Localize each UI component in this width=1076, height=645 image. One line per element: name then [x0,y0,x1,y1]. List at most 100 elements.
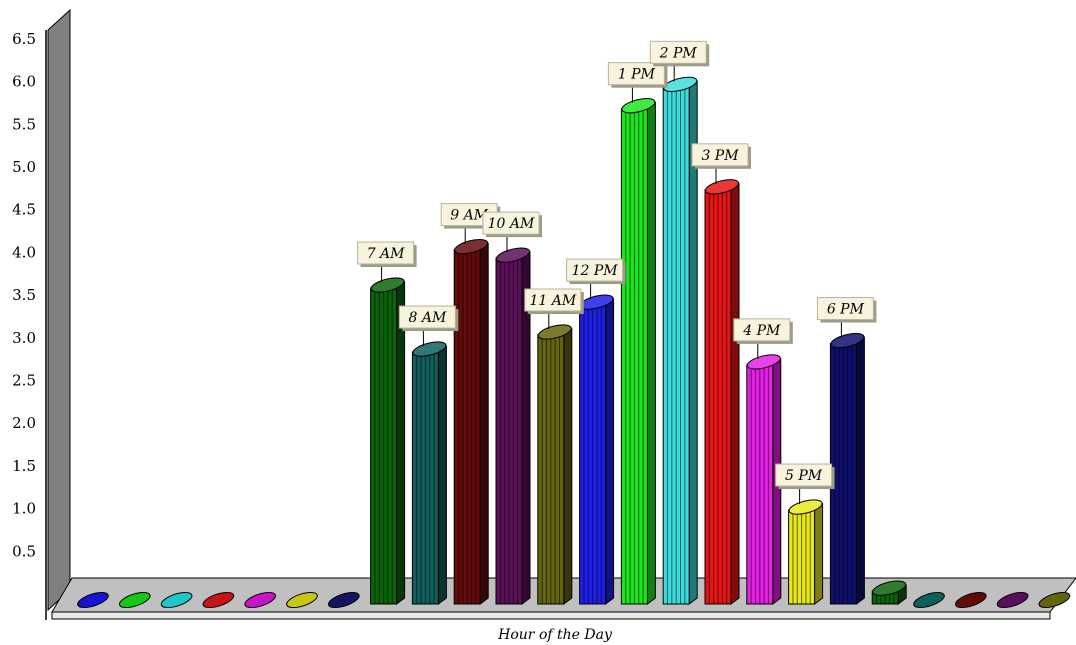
bar-label-text: 6 PM [827,302,865,318]
bar-side [730,182,740,605]
bar-data-label: 7 AM [357,241,417,283]
y-tick-label: 0.5 [12,542,36,560]
bar-disk [327,591,360,609]
bar-disk [244,591,277,609]
bar [871,580,907,605]
bar-side [479,242,489,605]
label-box [816,297,874,321]
bar [1038,591,1071,609]
bar-side [437,345,447,605]
bar-data-label: 1 PM [607,62,668,103]
bar-label-text: 8 AM [408,310,446,326]
bar [704,179,740,605]
bar-side [814,503,824,605]
chart-back-wall [47,8,71,612]
bar [160,591,193,609]
bar [495,247,531,605]
bar-label-text: 2 PM [659,45,698,61]
bar-disk [202,591,235,609]
bar [244,591,277,609]
bar-cap [788,499,823,515]
bar-data-label: 3 PM [691,143,751,184]
bars-group [77,76,1071,609]
bar-label-text: 7 AM [367,246,405,262]
bar-data-label: 5 PM [775,463,835,505]
bar [620,98,656,605]
bar [370,277,406,605]
y-tick-label: 3.0 [12,329,36,347]
bar-label-text: 12 PM [572,263,619,279]
bar-cap [370,277,405,293]
bar-cap [663,76,698,92]
bar [327,591,360,609]
bar [662,76,698,605]
bar-label-text: 11 AM [529,293,576,309]
bar [77,591,109,609]
label-box [691,143,749,167]
y-tick-label: 4.0 [12,243,36,261]
bar [453,238,489,605]
y-tick-label: 5.5 [12,115,36,133]
bar-side [646,101,656,605]
y-tick-label: 2.0 [12,414,36,432]
bar-data-label: 12 PM [566,258,626,300]
label-box [524,288,582,312]
bar-cap [537,324,572,340]
bar-disk [996,591,1029,609]
bar-cap [704,179,740,195]
label-box [566,258,624,282]
bar-label-text: 1 PM [618,67,656,83]
chart-floor-edge [51,611,1051,620]
label-box [357,241,415,265]
label-box [482,211,540,235]
bar-side [855,336,865,605]
y-tick-label: 2.5 [12,372,36,390]
bar-cap [621,98,656,114]
y-tick-label: 4.5 [12,201,36,219]
x-axis-label: Hour of the Day [497,627,613,643]
label-box [775,463,833,487]
bar-cap [412,341,447,357]
bar-disk [77,591,109,609]
bar-data-label: 11 AM [524,288,584,329]
bar-label-text: 3 PM [701,148,739,164]
bar-cap [495,247,531,263]
bar-disk [118,591,151,609]
bar-disk [954,591,987,609]
label-box [649,40,707,64]
y-tick-label: 6.5 [12,30,36,48]
bar-cap [872,580,907,596]
y-axis-ticks: 0.5 1.0 1.5 2.0 2.5 3.0 3.5 4.0 4.5 5.0 5.5 6.0 6.5 [12,30,36,560]
bar [579,294,615,605]
y-tick-label: 1.5 [12,457,36,475]
bar [202,591,235,609]
bar-label-text: 4 PM [742,323,781,339]
y-tick-label: 1.0 [12,500,36,518]
bar-cap [454,238,489,255]
bar [996,591,1029,609]
bar-data-label: 8 AM [398,305,459,347]
bar [411,341,447,605]
bar-disk [286,591,318,609]
bar [954,591,987,609]
bar-disk [160,591,193,609]
bar [118,591,151,609]
label-box [733,318,791,342]
bar [829,332,865,605]
bar [537,324,573,605]
bar [913,591,945,609]
bar [788,499,824,605]
bar-side [563,327,573,605]
y-tick-label: 6.0 [12,73,36,91]
bar-cap [830,332,865,349]
bar [286,591,318,609]
label-box [607,62,665,86]
bar-data-label: 6 PM [816,297,877,338]
bar-data-label: 2 PM [649,40,710,82]
bar-disk [1038,591,1071,609]
bar-side [605,298,615,605]
bar-data-label: 4 PM [733,318,793,359]
bar-cap [746,354,781,370]
